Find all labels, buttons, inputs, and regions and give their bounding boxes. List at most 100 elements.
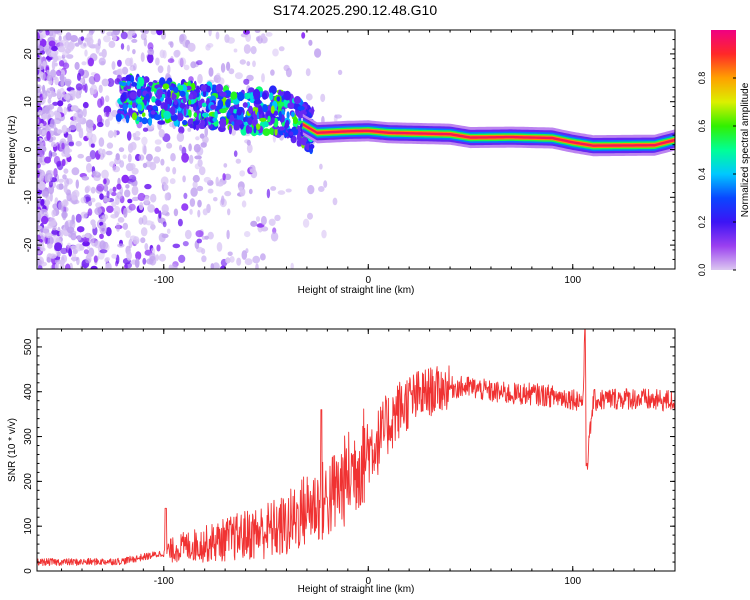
spectrogram-cell [160, 31, 167, 40]
spectrogram-cell [48, 180, 54, 188]
spectrogram-cell [91, 170, 97, 176]
spectrogram-cell [44, 156, 51, 164]
spectrogram-cell [127, 80, 130, 87]
spectrogram-cell [334, 114, 343, 119]
spectrogram-cell [37, 130, 40, 135]
spectrogram-cell [208, 30, 212, 37]
spectrogram-cell [168, 264, 173, 269]
snr-frame [36, 328, 676, 572]
spectrogram-cell [71, 191, 77, 201]
spectrogram-cell [90, 235, 95, 244]
spectrogram-cell [75, 243, 83, 252]
spectrogram-cell [161, 93, 166, 99]
spectrogram-cell [74, 42, 80, 47]
spectrogram-cell [190, 187, 198, 197]
spectrogram-cell [154, 146, 162, 153]
spectrogram-cell [278, 102, 285, 107]
spectrogram-cell [161, 204, 169, 214]
spectrogram-cell [187, 42, 196, 52]
snr-series-line [37, 329, 675, 567]
spectrogram-cell [70, 245, 77, 250]
spectrogram-cell [66, 226, 75, 234]
y-tick-label: 400 [23, 383, 34, 400]
spectrogram-cell [239, 170, 246, 177]
spectrogram-cell [285, 188, 292, 193]
spectrogram-cell [120, 94, 125, 103]
spectrogram-cell [77, 153, 84, 159]
spectrogram-cell [236, 257, 242, 266]
spectrogram-cell [75, 213, 82, 223]
spectrogram-cell [169, 178, 176, 185]
spectrogram-cell [148, 81, 154, 87]
spectrogram-cell [116, 74, 123, 84]
spectrogram-cell [50, 118, 55, 129]
spectrogram-cell [75, 83, 83, 91]
spectrogram-cell [90, 265, 98, 269]
y-tick-label: 500 [23, 338, 34, 355]
y-tick-label: 0 [23, 568, 34, 574]
spectrogram-cell [289, 131, 294, 136]
spectrogram-cell [70, 105, 79, 112]
spectrogram-cell [127, 153, 132, 163]
spectrogram-cell [258, 105, 263, 115]
spectrogram-cell [160, 176, 169, 186]
spectrogram-cell [251, 118, 258, 127]
spectrogram-cell [121, 66, 129, 75]
spectrogram-cell [227, 208, 231, 216]
spectrogram-cell [122, 103, 128, 111]
spectrogram-cell [260, 226, 269, 232]
spectrogram-cell [154, 207, 160, 214]
spectrogram-cell [133, 136, 141, 141]
spectrogram-cell [196, 85, 200, 94]
spectrogram-cell [174, 49, 181, 57]
spectrogram-cell [248, 188, 253, 195]
spectrogram-cell [60, 247, 68, 255]
spectrogram-cell [210, 263, 215, 269]
spectrogram-cell [57, 45, 66, 53]
spectrogram-cell [62, 62, 70, 69]
spectrogram-cell [245, 124, 251, 134]
spectrogram-cell [285, 119, 290, 129]
spectrogram-cell [105, 150, 113, 156]
spectrogram-cell [214, 110, 218, 120]
spectrogram-cell [118, 147, 125, 153]
spectrogram-cell [41, 215, 49, 225]
spectrogram-cell [56, 69, 62, 77]
spectrogram-cell [56, 89, 62, 99]
spectrogram-cell [149, 252, 156, 261]
spectrogram-cell [37, 45, 44, 52]
spectrogram-cell [90, 143, 95, 148]
spectrogram-cell [219, 118, 227, 129]
spectrogram-cell [105, 111, 110, 118]
spectrogram-cell [47, 98, 52, 104]
spectrogram-cell [99, 233, 104, 239]
spectrogram-cell [58, 178, 65, 183]
spectrogram-cell [82, 107, 87, 118]
spectrogram-cell [135, 251, 142, 260]
spectrogram-cell [150, 193, 157, 203]
spectrogram-cell [283, 90, 292, 101]
spectrogram-cell [117, 59, 122, 67]
spectrogram-cell [320, 93, 326, 103]
spectrogram-cell [229, 256, 235, 263]
spectrogram-cell [269, 92, 274, 101]
spectrogram-cell [105, 257, 110, 262]
spectrogram-cell [263, 121, 269, 128]
spectrogram-cell [84, 37, 89, 42]
spectrogram-cell [148, 117, 153, 126]
spectrogram-cell [220, 63, 226, 73]
spectrogram-cell [146, 123, 155, 130]
y-tick-label: 20 [23, 48, 34, 60]
spectrogram-cell [95, 202, 102, 209]
spectrogram-cell [131, 185, 139, 196]
spectrogram-cell [222, 173, 226, 181]
spectrogram-cell [131, 38, 138, 43]
spectrogram-cell [56, 129, 63, 134]
spectrogram-cell [160, 158, 165, 166]
spectrogram-cell [77, 109, 84, 119]
spectrogram-cell [38, 109, 43, 115]
spectrogram-cell [37, 259, 42, 266]
spectrogram-cell [252, 88, 261, 99]
spectrogram-cell [242, 102, 248, 108]
spectrogram-cell [46, 256, 52, 263]
